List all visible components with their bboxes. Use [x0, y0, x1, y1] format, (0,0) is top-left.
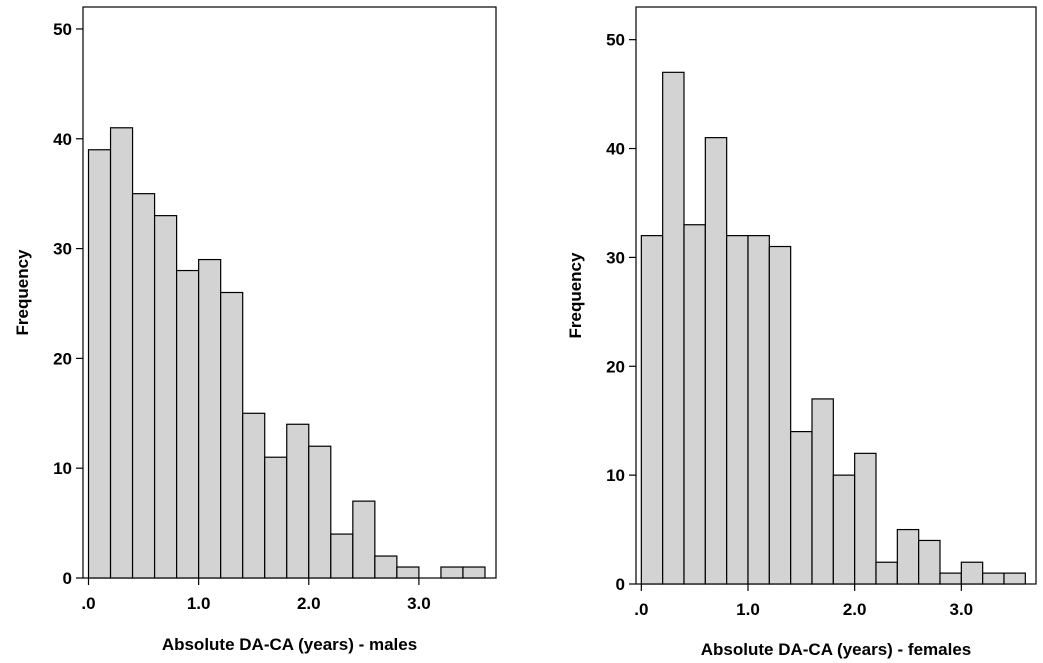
histogram-bar	[352, 500, 376, 579]
histogram-bar	[790, 430, 813, 585]
x-axis-title: Absolute DA-CA (years) - females	[701, 640, 972, 659]
histogram-bar	[109, 127, 134, 579]
histogram-bar	[286, 423, 310, 579]
histogram-bar	[918, 539, 941, 585]
histogram-bar	[896, 528, 920, 585]
histogram-bar	[198, 258, 222, 579]
y-axis-title: Frequency	[13, 249, 32, 336]
histogram-bar	[374, 555, 398, 579]
histogram-bar	[939, 572, 962, 585]
histogram-bar	[875, 561, 898, 585]
y-tick-label: 30	[53, 240, 72, 259]
histogram-bar	[153, 215, 178, 579]
histogram-bar	[308, 445, 332, 579]
histogram-bar	[220, 291, 244, 579]
histogram-panel-males: 0 10 20 30 40 50 .0 1.0 2.0 3.0 Absolute DA-CA (ye…	[13, 6, 497, 654]
x-tick-label: 3.0	[950, 600, 974, 619]
y-tick-label: 40	[606, 140, 625, 159]
y-tick-label: 20	[53, 349, 72, 368]
histogram-bar	[726, 235, 749, 585]
x-axis-title: Absolute DA-CA (years) - males	[162, 635, 417, 654]
histogram-bar	[1003, 572, 1026, 585]
histogram-bar	[242, 412, 266, 579]
y-axis-title: Frequency	[566, 252, 585, 339]
y-tick-label: 50	[53, 20, 72, 39]
histogram-bar	[768, 245, 792, 585]
histogram-bar	[176, 269, 200, 579]
x-tick-label: 1.0	[736, 600, 760, 619]
histogram-bar	[982, 572, 1005, 585]
x-tick-label: 1.0	[187, 594, 211, 613]
histogram-bar	[704, 137, 728, 585]
histogram-bar	[87, 149, 112, 579]
histogram-bar	[462, 566, 486, 579]
y-tick-label: 0	[63, 569, 72, 588]
histogram-bar	[662, 71, 685, 585]
y-tick-label: 40	[53, 130, 72, 149]
histogram-bar	[440, 566, 464, 579]
histogram-bar	[811, 398, 834, 585]
histogram-bar	[330, 533, 354, 579]
histogram-bar	[640, 235, 664, 585]
x-tick-label: .0	[634, 600, 648, 619]
histogram-bar	[832, 474, 856, 585]
y-tick-label: 20	[606, 357, 625, 376]
x-tick-label: 2.0	[843, 600, 867, 619]
y-tick-label: 30	[606, 248, 625, 267]
y-tick-label: 10	[53, 459, 72, 478]
y-tick-label: 10	[606, 466, 625, 485]
y-tick-label: 0	[616, 575, 625, 594]
histogram-bar	[264, 456, 288, 579]
histogram-bar	[131, 193, 156, 579]
histogram-bar	[854, 452, 877, 585]
histogram-bar	[683, 224, 706, 585]
x-tick-label: 2.0	[297, 594, 321, 613]
x-tick-label: .0	[81, 594, 95, 613]
y-tick-label: 50	[606, 31, 625, 50]
histogram-bar	[960, 561, 984, 585]
x-tick-label: 3.0	[407, 594, 431, 613]
histogram-panel-females: 0 10 20 30 40 50 .0 1.0 2.0 3.0 Absolute DA-CA (ye…	[566, 6, 1037, 659]
histogram-bar	[396, 566, 420, 579]
histogram-bar	[747, 235, 770, 585]
